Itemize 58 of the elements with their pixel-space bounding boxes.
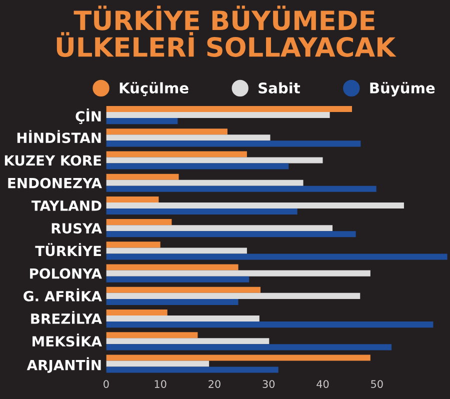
bar — [106, 248, 247, 254]
bar — [106, 366, 278, 373]
y-tick-label: POLONYA — [30, 268, 102, 279]
x-tick-label: 50 — [371, 380, 383, 388]
bar — [106, 292, 360, 299]
bar — [106, 180, 304, 186]
bar — [106, 208, 298, 215]
y-tick-label: HİNDİSTAN — [17, 130, 101, 144]
bar — [106, 186, 376, 192]
y-tick-label: G. AFRİKA — [24, 288, 102, 302]
bar — [106, 140, 361, 147]
bar — [106, 354, 370, 361]
bar — [106, 196, 159, 202]
legend-label: Sabit — [258, 82, 300, 94]
bar — [106, 157, 323, 164]
bar — [106, 112, 330, 118]
y-tick-label: KUZEY KORE — [4, 155, 102, 166]
x-tick-label: 0 — [104, 380, 109, 388]
bar — [106, 360, 210, 367]
y-tick-label: ÇİN — [76, 108, 101, 124]
y-tick-label: RUSYA — [52, 223, 102, 234]
bar — [106, 276, 250, 282]
bar — [106, 174, 179, 180]
y-tick-label: ENDONEZYA — [8, 178, 102, 188]
bar — [106, 264, 238, 270]
bar — [106, 128, 228, 135]
bar — [106, 134, 270, 141]
legend-label: Küçülme — [120, 82, 188, 96]
bar — [106, 286, 261, 293]
bar — [106, 270, 370, 276]
bar — [106, 309, 168, 316]
bar — [106, 322, 434, 328]
x-tick-label: 20 — [208, 380, 220, 388]
bar — [106, 332, 198, 338]
bar — [106, 344, 392, 350]
y-tick-label: BREZİLYA — [31, 310, 102, 324]
x-tick-label: 30 — [262, 380, 275, 388]
bar — [106, 118, 178, 124]
bar — [106, 202, 404, 208]
legend-label: Büyüme — [370, 82, 435, 96]
bar — [106, 338, 270, 344]
bar — [106, 151, 247, 158]
chart-title: TÜRKİYE BÜYÜMEDE ÜLKELERİ SOLLAYACAK — [56, 6, 396, 57]
bar — [106, 106, 352, 112]
bar — [106, 316, 260, 322]
bar — [106, 242, 160, 248]
x-tick-label: 10 — [154, 380, 166, 388]
bar — [106, 225, 333, 232]
bar — [106, 219, 172, 226]
bar — [106, 254, 448, 260]
y-tick-label: ARJANTİN — [26, 357, 101, 373]
y-tick-label: TAYLAND — [31, 200, 102, 211]
y-tick-label: TÜRKİYE — [35, 243, 102, 256]
bar — [106, 298, 238, 305]
x-tick-label: 40 — [316, 380, 329, 388]
bar — [106, 163, 289, 170]
y-tick-label: MEKSİKA — [32, 334, 102, 347]
bar — [106, 231, 356, 238]
